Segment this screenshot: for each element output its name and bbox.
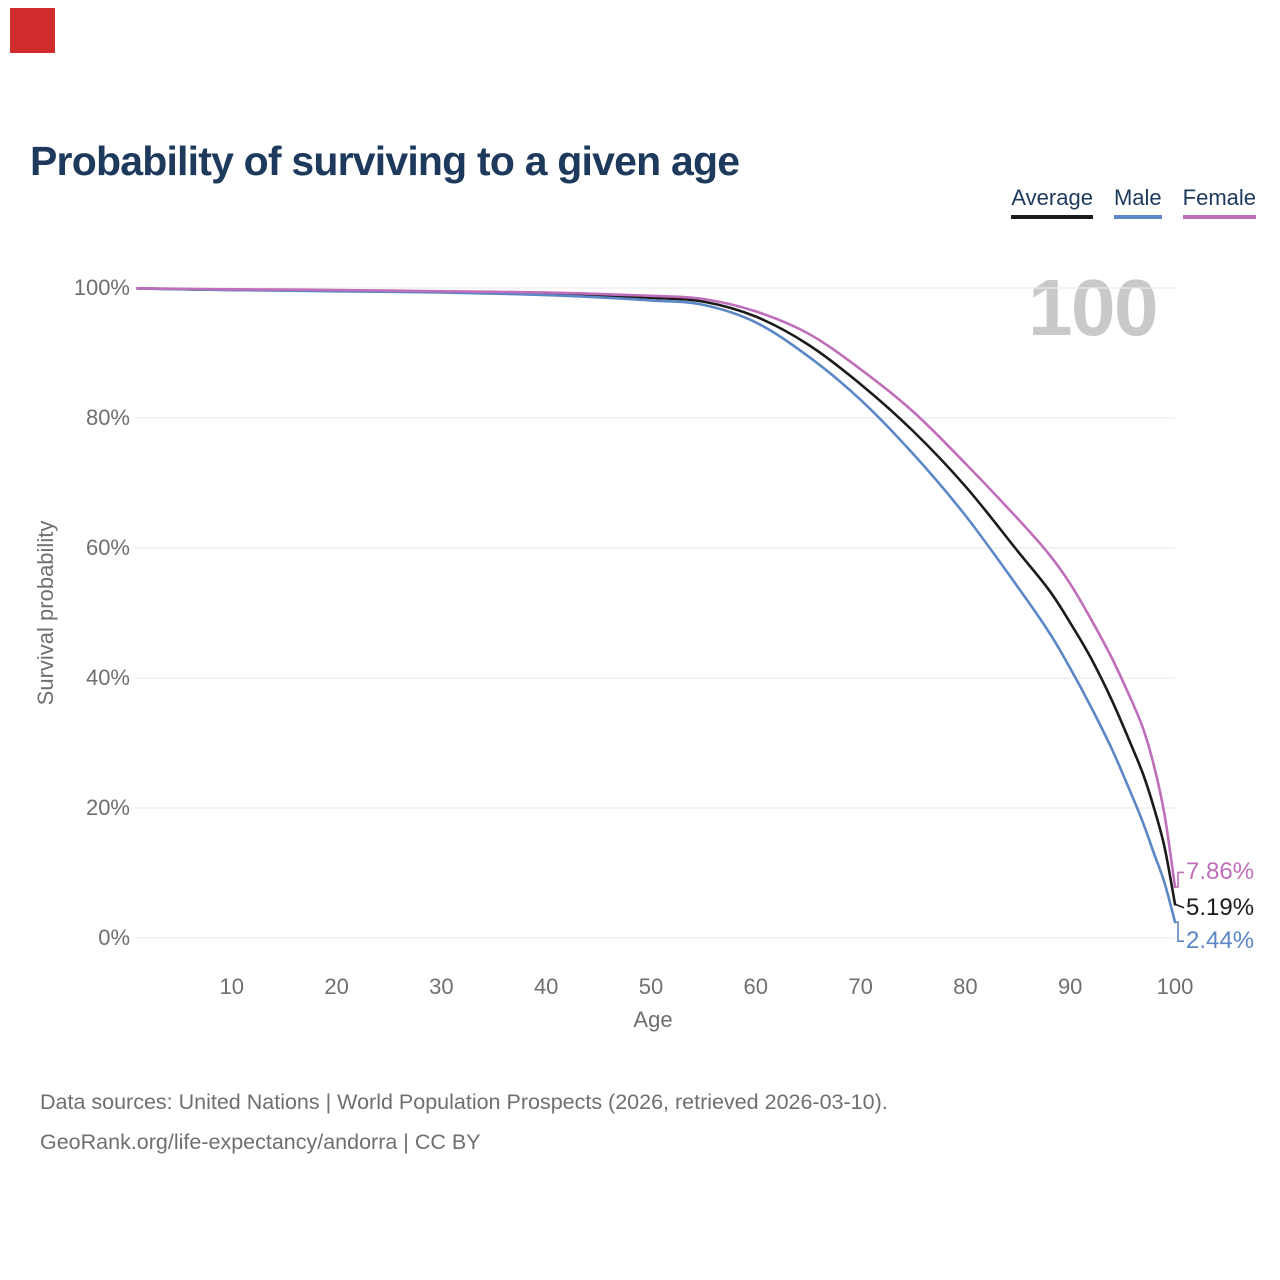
x-tick-label: 20 — [324, 974, 349, 999]
x-tick-label: 60 — [743, 974, 769, 999]
x-tick-label: 80 — [953, 974, 978, 999]
footer-source-line: Data sources: United Nations | World Pop… — [40, 1090, 888, 1114]
legend-item-female[interactable]: Female — [1182, 186, 1256, 219]
legend-item-male[interactable]: Male — [1113, 186, 1162, 219]
end-label-male: 2.44% — [1186, 927, 1255, 955]
y-tick-label: 0% — [98, 925, 130, 950]
page-title: Probability of surviving to a given age — [30, 138, 740, 185]
x-tick-label: 100 — [1156, 974, 1194, 999]
y-tick-label: 80% — [85, 405, 130, 430]
watermark-label: 100 — [1028, 263, 1158, 352]
end-label-average: 5.19% — [1186, 893, 1255, 921]
end-label-female: 7.86% — [1186, 858, 1255, 886]
female-line — [136, 287, 1177, 889]
y-tick-label: 100% — [73, 275, 130, 300]
x-axis-title: Age — [633, 1007, 673, 1032]
x-tick-label: 10 — [219, 974, 245, 999]
legend: Average Male Female — [1011, 186, 1256, 219]
male-line — [136, 287, 1177, 924]
x-tick-label: 30 — [429, 974, 454, 999]
footer-license-line: GeoRank.org/life-expectancy/andorra | CC… — [40, 1130, 481, 1154]
male-connector — [1175, 921, 1184, 942]
y-tick-label: 40% — [85, 665, 130, 690]
average-connector — [1174, 903, 1185, 909]
red-square-marker — [10, 8, 55, 53]
y-tick-label: 60% — [85, 535, 130, 560]
x-tick-label: 70 — [848, 974, 873, 999]
x-tick-label: 50 — [638, 974, 664, 999]
legend-item-average[interactable]: Average — [1011, 186, 1093, 219]
footer: Data sources: United Nations | World Pop… — [40, 1082, 888, 1162]
average-line — [136, 287, 1177, 906]
y-tick-label: 20% — [85, 795, 130, 820]
female-connector — [1175, 871, 1184, 888]
x-tick-label: 40 — [533, 974, 559, 999]
x-tick-label: 90 — [1057, 974, 1083, 999]
